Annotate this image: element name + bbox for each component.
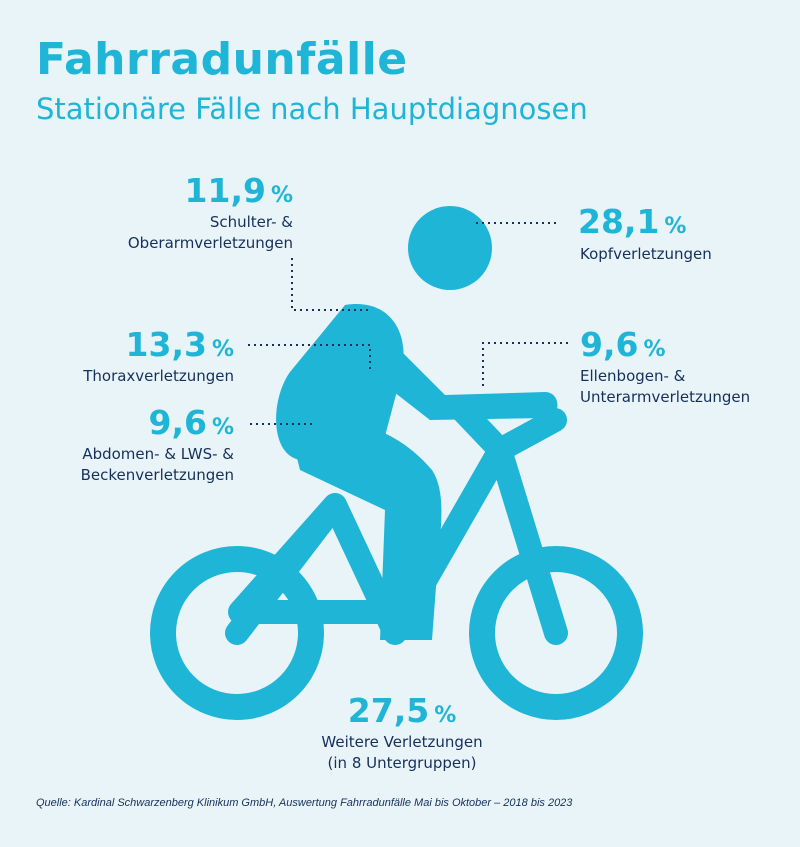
value-kopf-unit: % xyxy=(664,214,687,239)
label-ellenbogen: Ellenbogen- & Unterarmverletzungen xyxy=(580,366,750,408)
page-subtitle: Stationäre Fälle nach Hauptdiagnosen xyxy=(36,92,588,126)
value-thorax: 13,3% xyxy=(100,328,234,361)
value-weitere: 27,5% xyxy=(296,694,508,727)
value-thorax-number: 13,3 xyxy=(125,325,207,364)
value-weitere-unit: % xyxy=(434,703,457,728)
rider-head xyxy=(408,206,492,290)
label-weitere-line2: (in 8 Untergruppen) xyxy=(327,754,477,772)
value-schulter: 11,9% xyxy=(160,174,293,207)
source-note: Quelle: Kardinal Schwarzenberg Klinikum … xyxy=(36,797,573,809)
value-ellenbogen-number: 9,6 xyxy=(580,325,639,364)
value-abdomen-number: 9,6 xyxy=(148,403,207,442)
value-ellenbogen: 9,6% xyxy=(580,328,666,361)
front-wheel xyxy=(469,546,643,720)
label-schulter-line2: Oberarmverletzungen xyxy=(127,234,293,252)
leader-thorax xyxy=(248,344,371,370)
label-schulter-line1: Schulter- & xyxy=(209,213,293,231)
leader-schulter xyxy=(291,258,370,311)
label-thorax: Thoraxverletzungen xyxy=(83,367,234,385)
value-abdomen-unit: % xyxy=(211,415,234,440)
label-abdomen-line2: Beckenverletzungen xyxy=(80,466,234,484)
label-abdomen-line1: Abdomen- & LWS- & xyxy=(82,445,234,463)
label-ellenbogen-line2: Unterarmverletzungen xyxy=(580,388,751,406)
rider-arm xyxy=(385,345,558,420)
label-ellenbogen-line1: Ellenbogen- & xyxy=(580,367,686,385)
label-weitere: Weitere Verletzungen (in 8 Untergruppen) xyxy=(296,732,508,774)
value-schulter-unit: % xyxy=(270,183,293,208)
value-weitere-number: 27,5 xyxy=(347,691,430,730)
label-abdomen: Abdomen- & LWS- & Beckenverletzungen xyxy=(20,444,234,486)
rear-wheel xyxy=(150,546,324,720)
value-abdomen: 9,6% xyxy=(100,406,234,439)
value-thorax-unit: % xyxy=(211,337,234,362)
value-kopf-number: 28,1 xyxy=(578,202,660,241)
leader-ellenbogen xyxy=(482,342,568,390)
value-kopf: 28,1% xyxy=(578,205,686,238)
value-ellenbogen-unit: % xyxy=(643,337,666,362)
value-schulter-number: 11,9 xyxy=(184,171,266,210)
label-weitere-line1: Weitere Verletzungen xyxy=(321,733,483,751)
label-kopf: Kopfverletzungen xyxy=(580,245,712,263)
rider-torso xyxy=(276,304,404,460)
page-title: Fahrradunfälle xyxy=(36,34,408,85)
rider-leg xyxy=(290,422,442,640)
label-schulter: Schulter- & Oberarmverletzungen xyxy=(60,212,293,254)
